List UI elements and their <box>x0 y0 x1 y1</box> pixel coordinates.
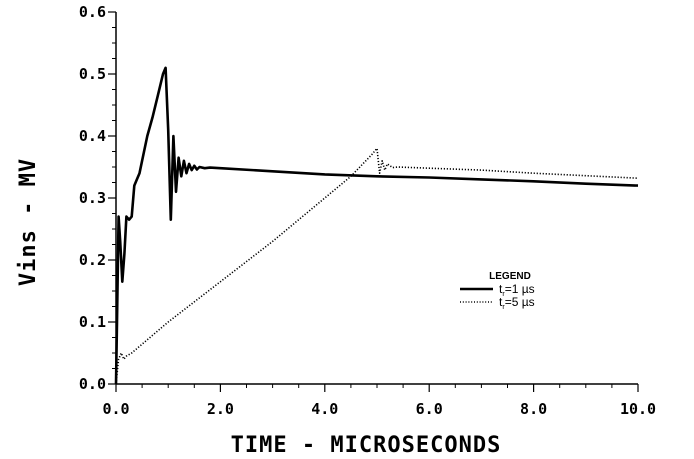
y-tick-label: 0.3 <box>79 189 106 207</box>
x-tick-label: 10.0 <box>620 400 656 418</box>
y-tick-label: 0.1 <box>79 313 106 331</box>
y-tick-label: 0.2 <box>79 251 106 269</box>
y-tick-label: 0.0 <box>79 375 106 393</box>
x-tick-label: 8.0 <box>520 400 547 418</box>
x-tick-label: 0.0 <box>102 400 129 418</box>
y-axis-title: Vins - MV <box>16 158 41 286</box>
y-tick-label: 0.5 <box>79 65 106 83</box>
x-tick-label: 6.0 <box>416 400 443 418</box>
axes <box>115 12 638 385</box>
series-line-1 <box>114 66 639 385</box>
x-tick-label: 2.0 <box>207 400 234 418</box>
y-tick-label: 0.6 <box>79 3 106 21</box>
y-tick-label: 0.4 <box>79 127 106 145</box>
legend-title: LEGEND <box>489 271 531 282</box>
series-line-2 <box>115 147 639 385</box>
x-axis-title: TIME - MICROSECONDS <box>231 433 502 458</box>
legend-label-1: tr=1 µs <box>499 282 535 298</box>
series-layer <box>114 66 639 385</box>
x-tick-label: 4.0 <box>311 400 338 418</box>
tick-layer: 0.0 0.1 0.2 0.3 0.4 0.5 0.6 0.0 2.0 4.0 6.0 8.0 10.0 <box>79 3 656 418</box>
legend-label-2: tr=5 µs <box>499 295 535 311</box>
